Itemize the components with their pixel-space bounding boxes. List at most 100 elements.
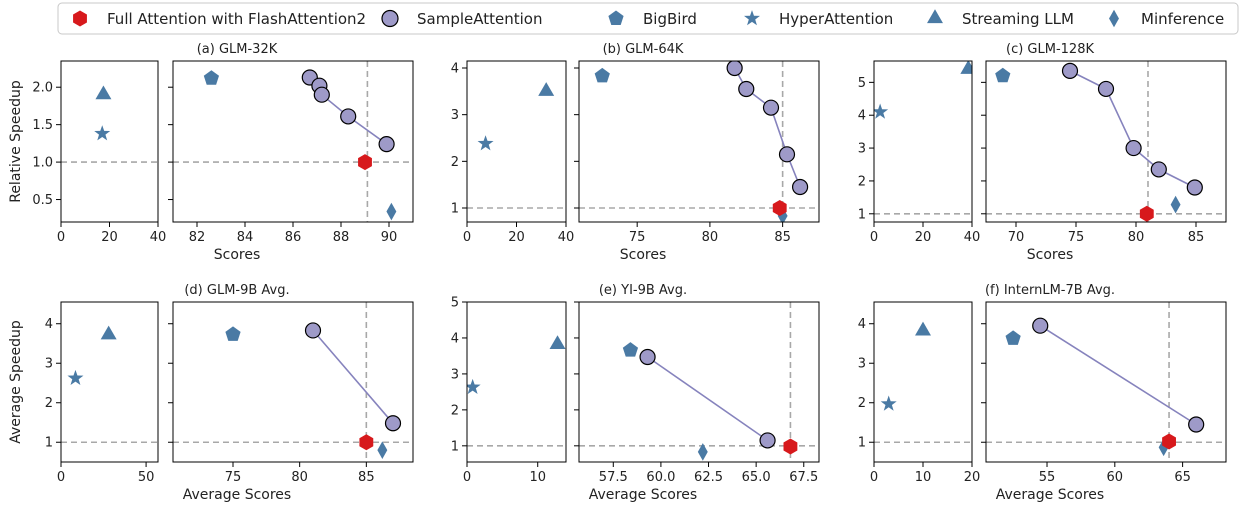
panel-title: (c) GLM-128K [1006,42,1094,57]
sampleattention-point [738,80,755,98]
axes-left: 0 10 1 2 3 4 5 [451,296,567,485]
bigbird-point [594,67,610,83]
minference-point [386,202,397,221]
axes-frame [60,60,159,223]
panel-title: (f) InternLM-7B Avg. [985,283,1115,298]
y-tick-label: 2 [451,155,459,170]
hyperattention-point [874,103,889,119]
y-tick-label: 2 [858,174,866,189]
x-tick-label: 62.5 [694,470,723,485]
bigbird-point [622,342,639,357]
streaming-llm-point [960,61,972,74]
full-attention-with-flashattention2-point [783,438,798,455]
x-tick-label: 40 [964,230,981,245]
axes-frame [60,301,159,463]
x-tick-label: 50 [138,470,155,485]
axes-frame [172,301,414,463]
y-tick-label: 4 [858,317,866,332]
x-tick-label: 0 [463,230,471,245]
hyperattention-point [880,395,897,411]
full-attention-with-flashattention2-point [1139,205,1154,222]
sampleattention-point [1186,179,1203,196]
plot-area [986,302,1226,462]
x-axis-label: Average Scores [183,487,291,503]
x-tick-label: 20 [508,230,525,245]
axes-frame [578,301,820,463]
plot-area [173,61,413,222]
y-axis-label: Relative Speedup [8,80,24,203]
hyperattention-point [67,369,84,386]
axes-frame [172,60,414,223]
minference-point [1170,195,1181,214]
plot-area [61,325,158,444]
x-tick-label: 10 [915,470,932,485]
sampleattention-point [791,178,809,196]
legend-item-sampleattention: SampleAttention [381,9,542,28]
sampleattention-point [1125,139,1142,157]
x-tick-label: 90 [381,230,398,245]
legend-marker-hyperattention [744,10,760,26]
legend-marker-sampleattention [381,9,399,28]
y-tick-label: 3 [451,367,459,382]
legend-label-sampleattention: SampleAttention [417,10,542,28]
y-tick-label: 3 [858,142,866,157]
y-tick-label: 1 [451,439,459,454]
legend-label-bigbird: BigBird [643,10,697,28]
axes-left: 0 50 1 2 3 4 [45,301,159,485]
y-tick-label: 0.5 [32,193,53,208]
legend-label-full-attention-with-flashattention2: Full Attention with FlashAttention2 [107,10,366,28]
axes-frame [985,301,1227,463]
streaming-llm-point [100,325,117,340]
legend-item-hyperattention: HyperAttention [744,10,893,28]
legend-item-full-attention-with-flashattention2: Full Attention with FlashAttention2 [73,10,366,28]
x-tick-label: 40 [150,230,167,245]
streaming-llm-point [95,85,112,100]
streaming-llm-point [915,321,931,336]
x-tick-label: 84 [237,230,254,245]
x-tick-label: 20 [101,230,118,245]
sampleattention-point [304,322,322,339]
x-tick-label: 75 [629,230,646,245]
x-tick-label: 10 [529,470,546,485]
legend-item-bigbird: BigBird [608,10,697,28]
legend: Full Attention with FlashAttention2 Sampl… [57,2,1239,35]
y-tick-label: 2.0 [32,81,53,96]
axes-left: 0 10 20 1 2 3 4 [858,301,981,485]
bigbird-point [995,67,1011,83]
full-attention-with-flashattention2-point [359,434,374,451]
y-tick-label: 1.0 [32,156,53,171]
sampleattention-point [313,86,330,103]
legend-frame [57,2,1239,35]
x-tick-label: 70 [1008,230,1025,245]
plot-area [173,302,413,462]
sampleattention-line [1039,325,1197,426]
axes-right: 82 84 86 88 90 [168,60,414,245]
x-axis-label: Average Scores [589,487,697,503]
y-tick-label: 1 [858,436,866,451]
axes-right: 75 80 85 [574,60,820,245]
panel-title: (a) GLM-32K [197,42,278,57]
sampleattention-line [647,356,769,442]
x-tick-label: 60 [1107,470,1124,485]
sampleattention-point [340,108,357,125]
x-tick-label: 20 [915,230,932,245]
axes-right: 75 80 85 [168,301,414,485]
full-attention-with-flashattention2-point [358,154,372,171]
legend-item-streaming-llm: Streaming LLM [927,9,1074,28]
x-tick-label: 75 [1068,230,1085,245]
axes-left: 0 20 40 1 2 3 4 5 [858,60,981,245]
y-tick-label: 1.5 [32,118,53,133]
plot-area [986,61,1226,222]
plot-area [467,335,566,447]
legend-label-minference: Minference [1141,10,1224,28]
streaming-llm-point [549,335,566,350]
x-axis-label: Scores [1027,247,1074,263]
x-tick-label: 60.0 [646,470,675,485]
panel-e-yi-9b-avg: 0 10 1 2 3 4 5 57.5 60.0 62.5 65.0 67.5 (e) YI-9B Av… [451,283,820,503]
y-tick-label: 3 [451,108,459,123]
minference-point [697,443,708,461]
plot-area [467,82,566,209]
x-tick-label: 20 [964,470,981,485]
panels: 0 20 40 0.5 1.0 1.5 2.0 82 84 86 88 90 (a) GLM-32K Sc… [8,42,1227,503]
y-tick-label: 2 [451,403,459,418]
